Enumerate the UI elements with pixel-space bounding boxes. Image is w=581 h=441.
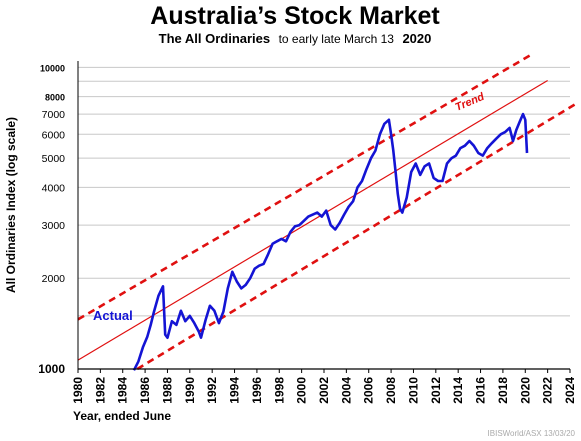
trend-bands: [77, 53, 578, 371]
trend-line: [77, 79, 548, 361]
x-tick-label: 2012: [429, 377, 443, 404]
trend-annotation: Trend: [453, 91, 486, 114]
y-tick-label: 3000: [42, 220, 66, 232]
y-tick-label: 2000: [42, 273, 66, 285]
x-tick-label: 1988: [160, 377, 174, 404]
x-tick-label: 2006: [362, 377, 376, 404]
x-tick-labels: 1980 1982 1984 1986 1988 1990 1992 1994 1996 1998…: [71, 377, 577, 404]
actual-annotation: Actual: [93, 308, 133, 323]
x-tick-label: 2004: [339, 377, 353, 404]
x-tick-label: 1994: [228, 377, 242, 404]
x-tick-label: 2002: [317, 377, 331, 404]
x-tick-label: 2020: [518, 377, 532, 404]
y-tick-label: 5000: [42, 153, 66, 165]
x-tick-label: 2024: [563, 377, 577, 404]
y-tick-label: 1000: [38, 362, 65, 376]
x-tick-label: 2016: [474, 377, 488, 404]
chart-title: Australia’s Stock Market: [150, 2, 440, 30]
x-tick-label: 2008: [384, 377, 398, 404]
x-tick-label: 2018: [496, 377, 510, 404]
chart-subtitle: The All Ordinaries to early late March 1…: [159, 30, 432, 47]
axes: [77, 61, 571, 373]
x-tick-label: 2000: [295, 377, 309, 404]
lower-band-line: [136, 102, 578, 371]
y-tick-labels: 1000 2000 3000 4000 5000 6000 7000 8000 10000: [38, 63, 65, 376]
y-tick-label: 10000: [40, 63, 65, 73]
actual-line: [132, 112, 529, 371]
x-tick-label: 1996: [250, 377, 264, 404]
grid-lines: [78, 66, 570, 317]
x-tick-label: 1980: [71, 377, 85, 404]
subtitle-bold-part: The All Ordinaries: [159, 31, 271, 46]
y-tick-label: 4000: [42, 182, 66, 194]
x-tick-label: 1986: [138, 377, 152, 404]
y-tick-label: 8000: [45, 93, 65, 103]
subtitle-year: 2020: [402, 31, 431, 46]
y-axis-label: All Ordinaries Index (log scale): [4, 117, 18, 293]
source-note: IBISWorld/ASX 13/03/20: [488, 429, 576, 438]
subtitle-plain-part: to early late March 13: [279, 32, 395, 46]
x-tick-label: 1990: [183, 377, 197, 404]
y-tick-label: 7000: [42, 109, 66, 121]
x-tick-label: 1992: [205, 377, 219, 404]
y-tick-label: 6000: [42, 129, 66, 141]
x-tick-label: 1984: [116, 377, 130, 404]
x-tick-label: 1982: [93, 377, 107, 404]
actual-series: [132, 112, 529, 371]
x-tick-label: 2022: [541, 377, 555, 404]
x-tick-label: 2010: [406, 377, 420, 404]
x-tick-label: 2014: [451, 377, 465, 404]
x-axis-label: Year, ended June: [73, 409, 171, 423]
upper-band-line: [77, 53, 532, 321]
x-tick-label: 1998: [272, 377, 286, 404]
